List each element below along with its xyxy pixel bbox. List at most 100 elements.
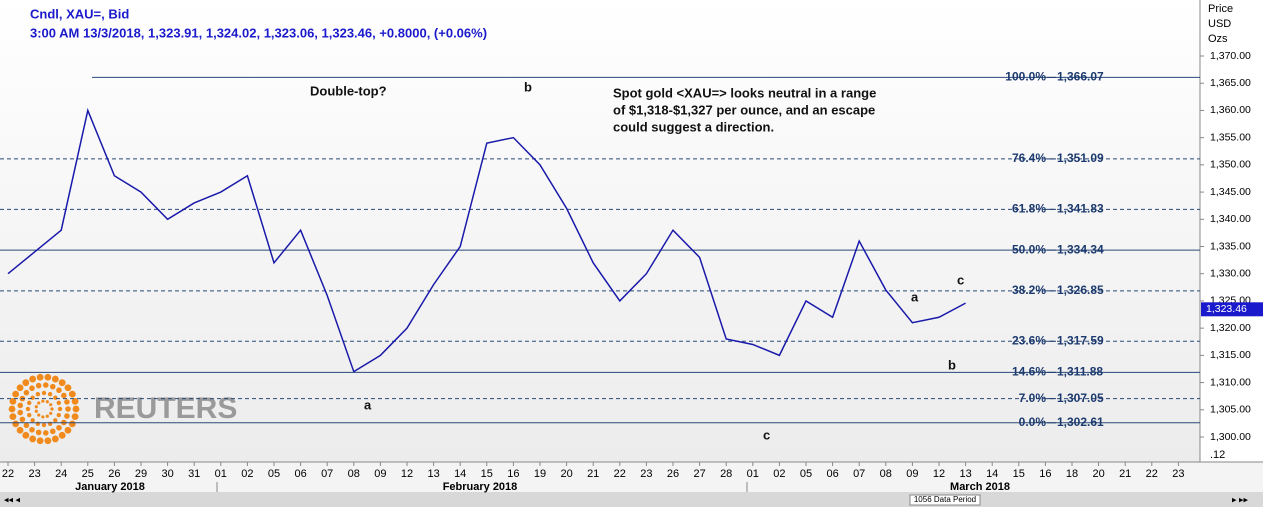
logo-dot bbox=[34, 405, 38, 409]
annotation: a bbox=[364, 397, 372, 412]
fib-pct: 76.4% bbox=[1012, 151, 1046, 165]
fib-value: 1,311.88 bbox=[1057, 365, 1103, 379]
x-tick-label: 02 bbox=[241, 468, 253, 480]
x-tick-label: 05 bbox=[268, 468, 280, 480]
x-tick-label: 21 bbox=[587, 468, 599, 480]
x-tick-label: 27 bbox=[693, 468, 705, 480]
annotation: Spot gold <XAU=> looks neutral in a rang… bbox=[613, 85, 876, 100]
x-tick-label: 22 bbox=[1146, 468, 1158, 480]
annotation: c bbox=[957, 272, 964, 287]
logo-dot bbox=[29, 375, 37, 383]
x-tick-label: 26 bbox=[667, 468, 679, 480]
logo-dot bbox=[12, 420, 20, 428]
scroll-right[interactable]: ▸ ▸▸ bbox=[1232, 494, 1249, 504]
x-tick-label: 07 bbox=[853, 468, 865, 480]
logo-dot bbox=[36, 373, 44, 381]
logo-dot bbox=[25, 406, 31, 412]
logo-dot bbox=[61, 392, 67, 399]
x-tick-label: 06 bbox=[826, 468, 838, 480]
logo-dot bbox=[29, 426, 35, 433]
scroll-left[interactable]: ◂◂ ◂ bbox=[4, 494, 21, 504]
logo-dot bbox=[16, 426, 24, 434]
y-tick-label: 1,320.00 bbox=[1210, 322, 1251, 334]
logo-dot bbox=[56, 424, 62, 431]
y-tick-label: 1,345.00 bbox=[1210, 186, 1251, 198]
logo-dot bbox=[57, 406, 63, 412]
fib-value: 1,341.83 bbox=[1057, 201, 1104, 215]
logo-dot bbox=[45, 414, 49, 418]
fib-pct: 100.0% bbox=[1005, 70, 1046, 84]
scale-note: .12 bbox=[1210, 449, 1225, 461]
logo-dot bbox=[35, 392, 41, 397]
y-tick-label: 1,305.00 bbox=[1210, 404, 1251, 416]
x-tick-label: 26 bbox=[108, 468, 120, 480]
annotation: could suggest a direction. bbox=[613, 119, 774, 134]
logo-dot bbox=[30, 418, 35, 423]
logo-dot bbox=[64, 413, 70, 419]
x-tick-label: 24 bbox=[55, 468, 67, 480]
axis-title: Ozs bbox=[1208, 33, 1228, 45]
x-tick-label: 13 bbox=[959, 468, 971, 480]
logo-dot bbox=[64, 399, 70, 405]
logo-dot bbox=[16, 384, 24, 392]
logo-dot bbox=[44, 373, 52, 381]
logo-dot bbox=[45, 400, 49, 404]
logo-dot bbox=[27, 400, 32, 406]
y-tick-label: 1,355.00 bbox=[1210, 131, 1251, 143]
x-tick-label: 16 bbox=[1039, 468, 1051, 480]
logo-dot bbox=[50, 407, 54, 411]
fib-value: 1,351.09 bbox=[1057, 151, 1104, 165]
axis-title: Price bbox=[1208, 3, 1233, 15]
logo-dot bbox=[72, 405, 80, 413]
x-tick-label: 12 bbox=[401, 468, 413, 480]
scrollbar[interactable] bbox=[0, 492, 1263, 507]
fib-pct: 0.0% bbox=[1019, 415, 1047, 429]
logo-dot bbox=[49, 403, 53, 407]
x-tick-label: 23 bbox=[640, 468, 652, 480]
logo-dot bbox=[49, 428, 56, 435]
annotation: of $1,318-$1,327 per ounce, and an escap… bbox=[613, 102, 875, 117]
scroll-thumb[interactable] bbox=[909, 494, 981, 506]
logo-dot bbox=[29, 435, 37, 443]
axis-title: USD bbox=[1208, 18, 1231, 30]
logo-dot bbox=[23, 389, 30, 396]
last-price-box bbox=[1201, 302, 1263, 317]
x-tick-label: 18 bbox=[1066, 468, 1078, 480]
x-tick-label: 12 bbox=[933, 468, 945, 480]
logo-dot bbox=[56, 400, 61, 406]
logo-dot bbox=[27, 412, 32, 418]
logo-dot bbox=[29, 385, 35, 392]
logo-dot bbox=[53, 418, 58, 423]
logo-dot bbox=[58, 431, 66, 439]
fib-pct: 50.0% bbox=[1012, 242, 1046, 256]
y-tick-label: 1,310.00 bbox=[1210, 376, 1251, 388]
axis-bg bbox=[1200, 0, 1263, 462]
x-tick-label: 08 bbox=[348, 468, 360, 480]
logo-dot bbox=[58, 379, 66, 387]
logo-dot bbox=[22, 431, 30, 439]
x-tick-label: 21 bbox=[1119, 468, 1131, 480]
logo-dot bbox=[49, 411, 53, 415]
logo-dot bbox=[37, 413, 41, 417]
logo-dot bbox=[68, 390, 76, 398]
logo-dot bbox=[37, 401, 41, 405]
logo-dot bbox=[9, 397, 17, 405]
logo-dot bbox=[56, 387, 62, 394]
logo-dot bbox=[23, 422, 30, 429]
header: 3:00 AM 13/3/2018, 1,323.91, 1,324.02, 1… bbox=[30, 25, 487, 40]
fib-value: 1,366.07 bbox=[1057, 70, 1104, 84]
logo-dot bbox=[42, 430, 49, 436]
logo-dot bbox=[42, 382, 49, 388]
y-tick-label: 1,300.00 bbox=[1210, 431, 1251, 443]
fib-value: 1,307.05 bbox=[1057, 391, 1104, 405]
x-tick-label: 31 bbox=[188, 468, 200, 480]
logo-dot bbox=[36, 437, 44, 445]
x-tick-label: 09 bbox=[374, 468, 386, 480]
x-tick-label: 06 bbox=[294, 468, 306, 480]
x-tick-label: 15 bbox=[1013, 468, 1025, 480]
fib-value: 1,317.59 bbox=[1057, 333, 1104, 347]
x-tick-label: 25 bbox=[82, 468, 94, 480]
logo-dot bbox=[56, 412, 61, 418]
x-tick-label: 16 bbox=[507, 468, 519, 480]
fib-pct: 61.8% bbox=[1012, 201, 1046, 215]
